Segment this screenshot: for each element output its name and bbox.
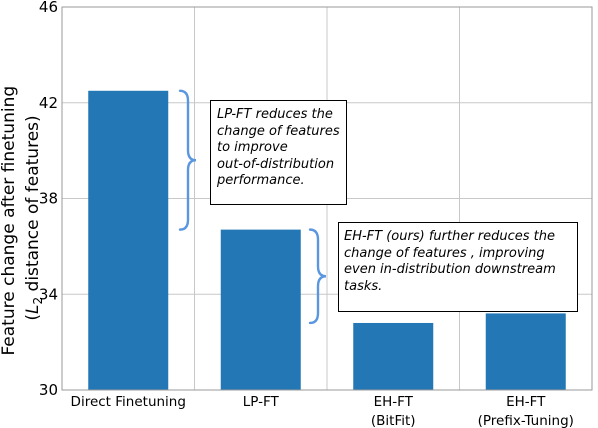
- y-axis-label-rest: distance of features): [23, 115, 43, 297]
- annotation-0-line-4: performance.: [217, 173, 305, 188]
- bar-1: [220, 229, 301, 390]
- y-axis-label-subscript: 2: [31, 297, 45, 305]
- annotation-1-line-1: change of features , improving: [344, 245, 545, 261]
- y-axis-label-line-2: (L2 distance of features): [23, 115, 45, 320]
- bar-3: [485, 313, 566, 390]
- x-tick-labels: Direct Finetuning LP-FT EH-FT (BitFit) EH-FT…: [71, 394, 574, 428]
- annotation-1-line-0: EH-FT (ours) further reduces the: [344, 229, 556, 244]
- annotation-0-line-1: change of features: [217, 123, 340, 139]
- y-axis-label-symbol: L: [23, 305, 43, 314]
- y-tick-0: 30: [39, 381, 58, 399]
- y-tick-labels: 30 34 38 42 46: [39, 0, 58, 399]
- y-axis-label-line-1: Feature change after finetuning: [0, 86, 19, 356]
- x-tick-2-line-0: EH-FT: [374, 394, 414, 410]
- plot-border: [61, 6, 593, 391]
- bars: [88, 90, 566, 390]
- y-tick-1: 34: [39, 285, 58, 303]
- x-tick-3-line-0: EH-FT: [506, 394, 546, 410]
- annotation-0-line-0: LP-FT reduces the: [217, 107, 333, 122]
- y-tick-4: 46: [39, 0, 58, 16]
- x-tick-0-line-0: Direct Finetuning: [71, 394, 186, 410]
- bar-0: [88, 90, 169, 390]
- annotation-eh-ft: EH-FT (ours) further reduces the change o…: [338, 222, 578, 312]
- y-tick-2: 38: [39, 190, 58, 208]
- annotation-lp-ft: LP-FT reduces the change of features to im…: [210, 100, 347, 205]
- brace-0: [178, 89, 197, 231]
- y-axis-label: Feature change after finetuning (L2 dist…: [0, 80, 45, 355]
- annotation-0-line-3: out-of-distribution: [217, 156, 335, 172]
- brace-1: [308, 228, 327, 325]
- annotation-1-line-3: tasks.: [344, 278, 383, 294]
- annotation-1-line-2: even in-distribution downstream: [344, 262, 556, 277]
- braces: [178, 89, 327, 325]
- bar-2: [353, 322, 434, 390]
- x-tick-3-line-1: (Prefix-Tuning): [478, 413, 574, 428]
- y-tick-3: 42: [39, 94, 58, 112]
- x-tick-1-line-0: LP-FT: [243, 394, 280, 410]
- x-tick-2-line-1: (BitFit): [371, 413, 416, 428]
- annotation-0-line-2: to improve: [217, 140, 288, 155]
- plot-frame: [61, 6, 593, 391]
